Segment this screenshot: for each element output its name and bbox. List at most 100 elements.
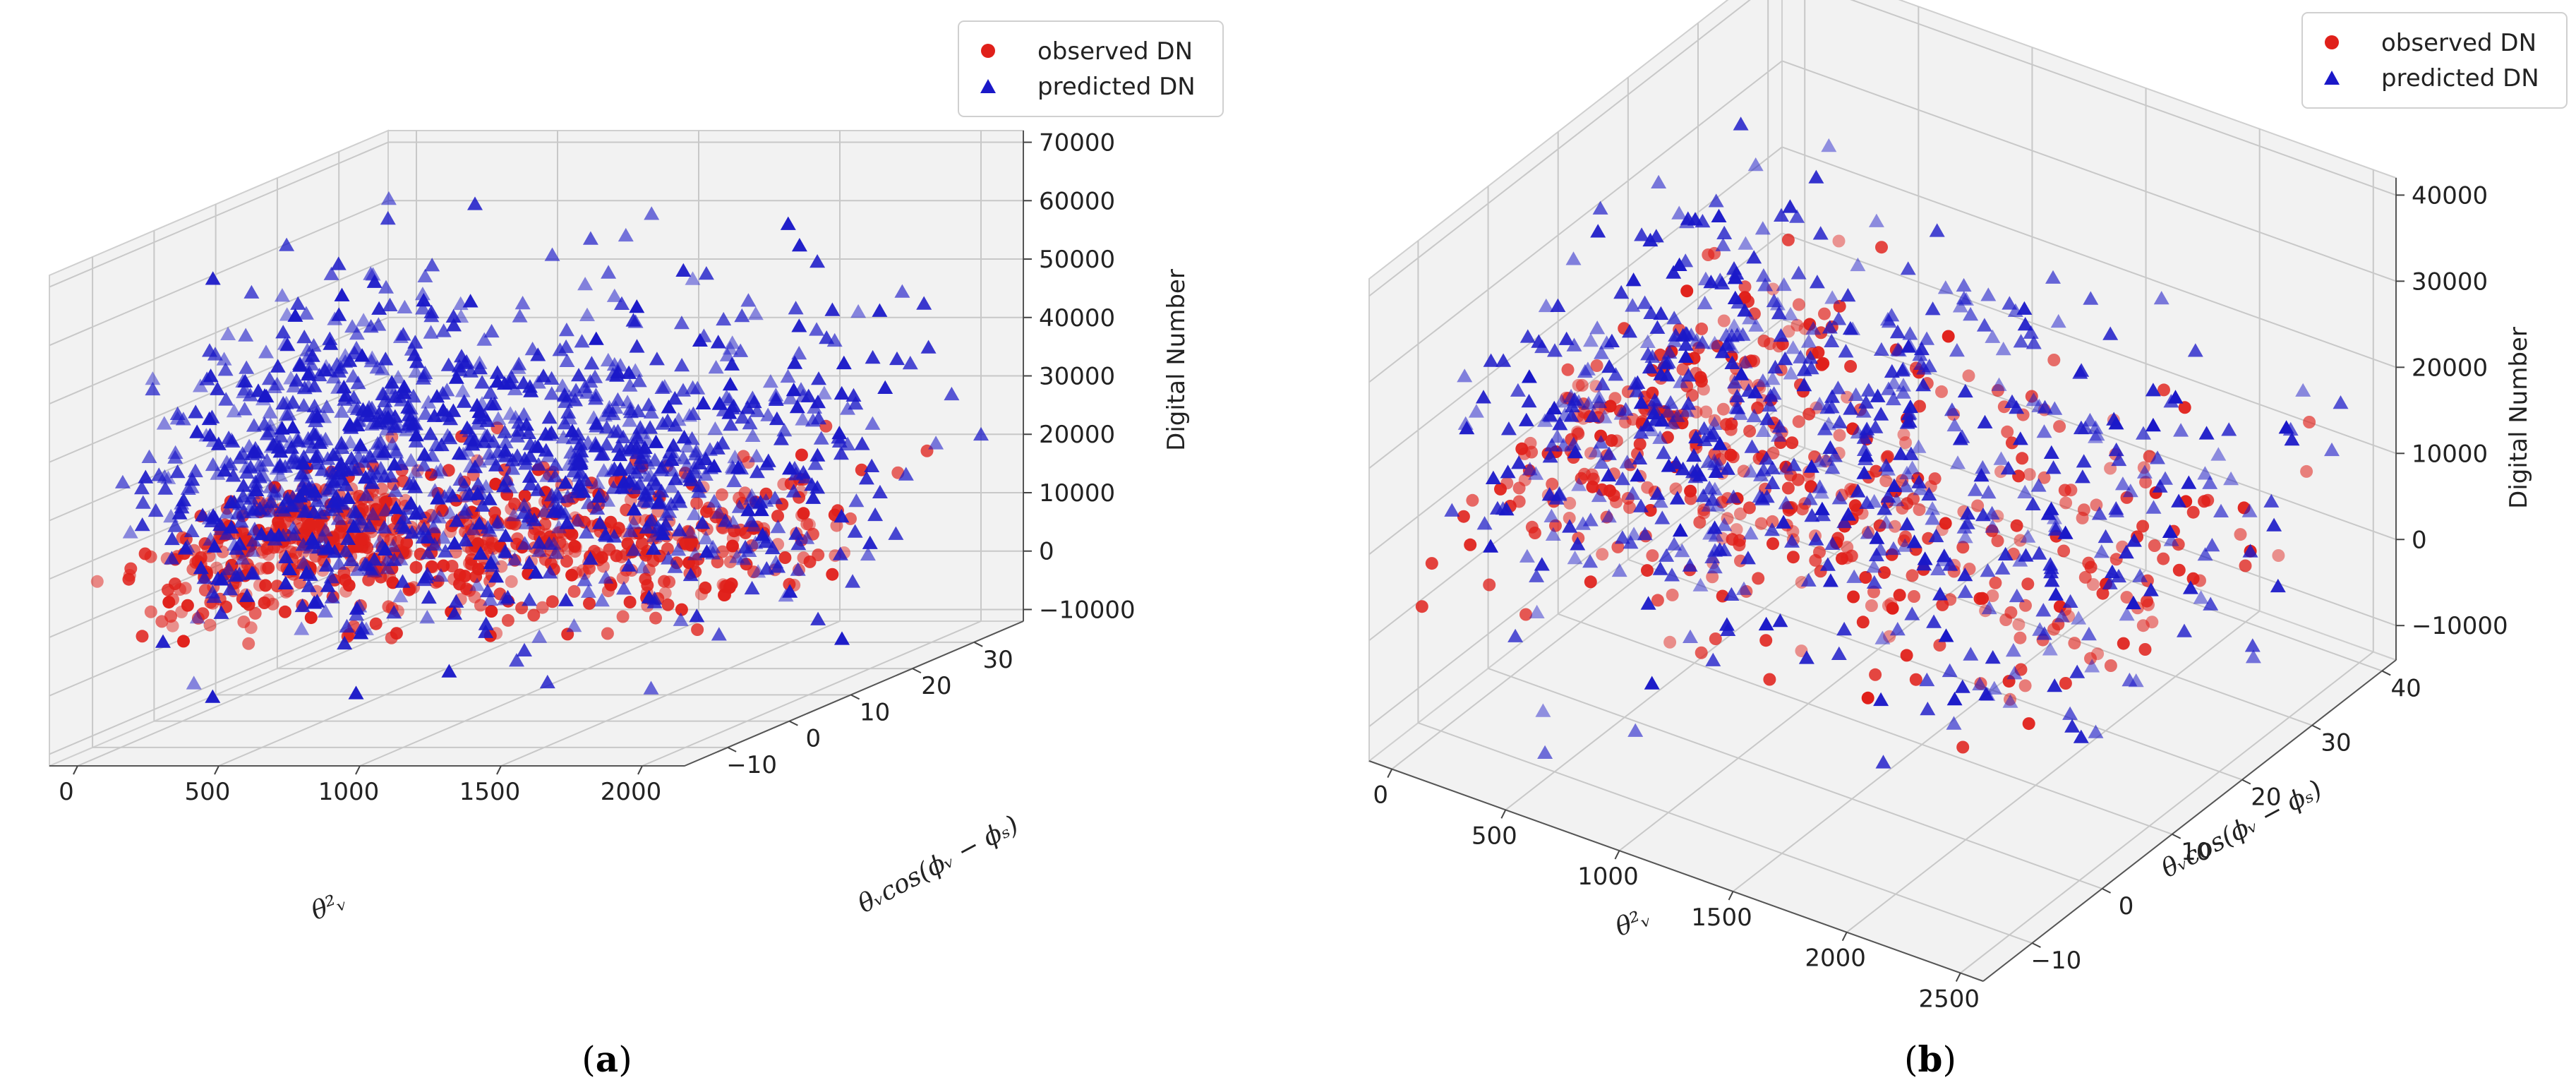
predicted-point: [1543, 508, 1560, 522]
predicted-point: [242, 500, 258, 515]
predicted-point: [2047, 678, 2063, 692]
predicted-point: [210, 436, 227, 450]
predicted-point: [1790, 265, 1807, 280]
predicted-point: [1538, 298, 1554, 313]
predicted-point: [1978, 686, 1994, 701]
predicted-point: [2126, 533, 2142, 547]
predicted-point: [251, 383, 266, 397]
predicted-point: [573, 449, 589, 463]
observed-point: [409, 560, 423, 574]
predicted-point: [416, 521, 432, 535]
predicted-point: [1584, 408, 1601, 422]
observed-point: [2016, 452, 2029, 465]
predicted-point: [1529, 604, 1545, 618]
predicted-point: [692, 455, 708, 469]
predicted-point: [1819, 400, 1836, 414]
predicted-point: [605, 367, 621, 381]
observed-point: [1755, 517, 1768, 530]
predicted-point: [2091, 506, 2107, 520]
predicted-point: [1570, 536, 1586, 551]
predicted-point: [654, 460, 670, 474]
predicted-point: [826, 332, 843, 347]
predicted-point: [2097, 529, 2114, 544]
observed-point: [2138, 643, 2152, 656]
predicted-point: [548, 457, 564, 471]
predicted-point: [762, 374, 778, 388]
predicted-point: [867, 507, 884, 522]
predicted-point: [673, 316, 690, 330]
predicted-point: [558, 592, 574, 606]
predicted-point: [452, 362, 468, 376]
predicted-point: [373, 434, 389, 448]
observed-point: [1699, 405, 1713, 419]
observed-point: [1716, 402, 1730, 416]
predicted-point: [1519, 548, 1535, 563]
observed-point: [1590, 359, 1603, 372]
predicted-point: [416, 457, 432, 472]
predicted-point: [1919, 672, 1935, 687]
legend-observed-marker: [981, 44, 995, 58]
predicted-point: [365, 506, 381, 521]
predicted-point: [1848, 387, 1864, 401]
observed-point: [1836, 552, 1848, 565]
observed-point: [1425, 557, 1438, 570]
predicted-point: [448, 594, 464, 608]
predicted-point: [467, 196, 483, 210]
predicted-point: [1910, 439, 1927, 453]
x-tick-label: 1000: [1577, 863, 1639, 891]
predicted-point: [787, 460, 802, 475]
predicted-point: [426, 509, 443, 523]
predicted-point: [643, 680, 659, 695]
predicted-point: [364, 350, 380, 364]
predicted-point: [1902, 338, 1918, 352]
observed-point: [616, 610, 630, 623]
predicted-point: [729, 549, 745, 563]
predicted-point: [497, 544, 513, 558]
predicted-point: [457, 502, 474, 516]
predicted-point: [207, 347, 223, 361]
observed-point: [2059, 496, 2073, 510]
predicted-point: [502, 375, 518, 389]
observed-point: [1596, 548, 1609, 561]
observed-point: [1730, 523, 1743, 536]
observed-point: [390, 627, 403, 640]
predicted-point: [2000, 461, 2016, 475]
observed-point: [661, 542, 674, 556]
predicted-point: [1663, 395, 1679, 409]
predicted-point: [388, 500, 404, 515]
observed-point: [802, 518, 816, 532]
predicted-point: [860, 546, 876, 561]
predicted-point: [567, 392, 583, 407]
predicted-point: [1784, 534, 1800, 548]
observed-point: [2082, 556, 2095, 570]
predicted-point: [435, 402, 451, 416]
predicted-point: [1925, 511, 1941, 525]
observed-point: [262, 561, 275, 575]
predicted-point: [626, 502, 642, 516]
observed-point: [1666, 588, 1679, 601]
predicted-point: [579, 524, 594, 539]
observed-point: [2023, 468, 2036, 481]
predicted-point: [2057, 525, 2074, 539]
predicted-point: [323, 570, 339, 584]
predicted-point: [1783, 306, 1798, 320]
predicted-point: [630, 445, 646, 460]
predicted-point: [1644, 676, 1660, 690]
observed-point: [1767, 446, 1780, 460]
predicted-point: [2263, 493, 2280, 508]
predicted-point: [1805, 321, 1822, 335]
observed-point: [1833, 299, 1846, 313]
predicted-point: [640, 494, 656, 508]
predicted-point: [205, 689, 221, 703]
predicted-point: [2047, 510, 2062, 524]
predicted-point: [510, 423, 526, 437]
predicted-point: [164, 531, 180, 546]
predicted-point: [687, 546, 703, 560]
predicted-point: [236, 478, 251, 492]
observed-point: [1623, 501, 1636, 514]
predicted-point: [1500, 421, 1517, 436]
predicted-point: [1824, 460, 1841, 474]
observed-point: [1651, 594, 1664, 607]
predicted-point: [373, 461, 389, 475]
predicted-point: [1632, 450, 1648, 464]
